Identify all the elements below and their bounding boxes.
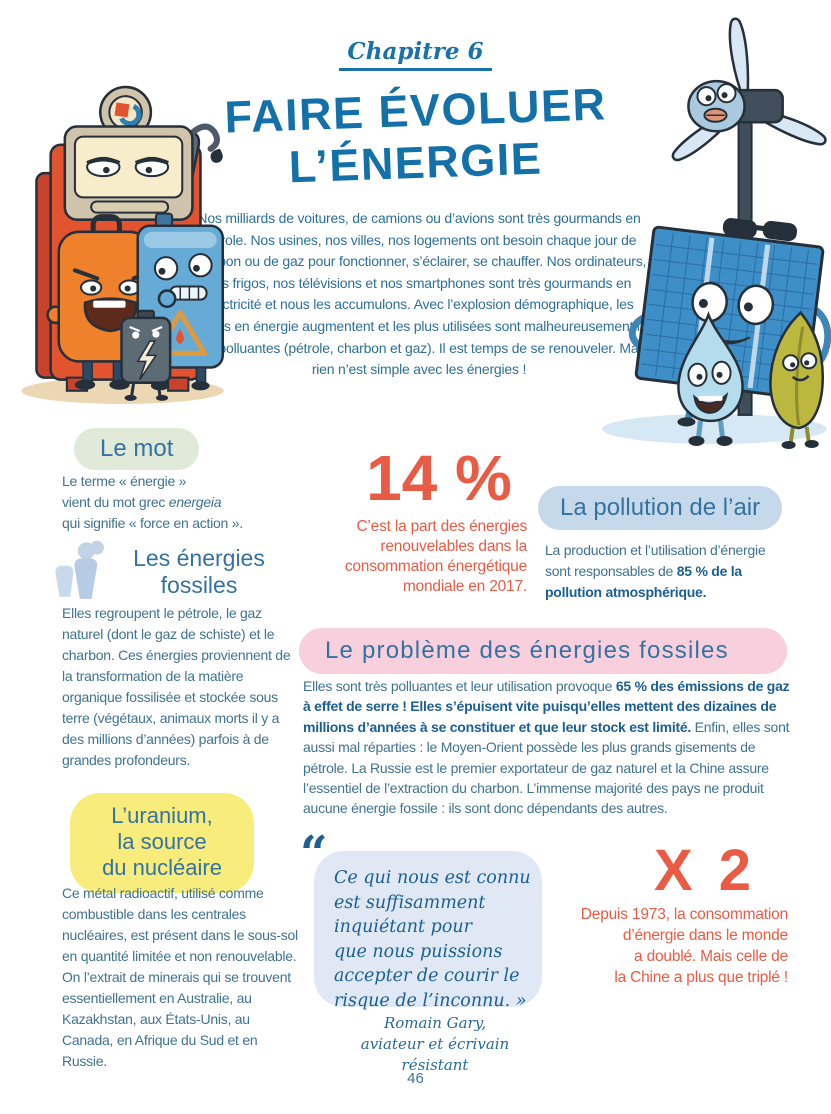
chapter-label-text: Chapitre 6 xyxy=(339,38,492,71)
leaf-character xyxy=(769,310,825,449)
probleme-fossiles-body: Elles sont très polluantes et leur utili… xyxy=(303,678,790,817)
water-drop-character xyxy=(677,311,744,446)
pollution-stat-bold: 85 % de la pollution atmosphérique. xyxy=(545,563,742,600)
energies-fossiles-body: Elles regroupent le pétrole, le gaz natu… xyxy=(62,605,291,768)
quote-attribution: Romain Gary, aviateur et écrivain résist… xyxy=(330,1013,540,1076)
stat-14-percent: 14 % xyxy=(366,442,512,514)
oil-drop-icon xyxy=(210,148,223,163)
sunglasses-icon xyxy=(722,218,758,239)
pollution-air-body: La production et l’utilisation d’énergie… xyxy=(545,542,766,600)
emissions-stat-bold: 65 % des émissions de gaz à effet de ser… xyxy=(303,678,790,735)
energies-fossiles-heading: Les énergies fossiles xyxy=(133,545,265,598)
quote-box: Ce qui nous est connu est suffisamment i… xyxy=(314,851,542,1011)
greek-word: energeia xyxy=(168,494,222,510)
le-mot-line1: Le terme « énergie » xyxy=(62,473,187,489)
probleme-fossiles-heading: Le problème des énergies fossiles xyxy=(299,628,787,674)
quote-author: Romain Gary, xyxy=(383,1014,487,1032)
le-mot-body: Le terme « énergie » vient du mot grec e… xyxy=(62,471,302,534)
lightning-bolt-icon xyxy=(136,340,158,381)
le-mot-heading: Le mot xyxy=(74,428,200,470)
stat-x2-caption: Depuis 1973, la consommation d’énergie d… xyxy=(580,906,788,986)
uranium-body: Ce métal radioactif, utilisé comme combu… xyxy=(62,885,298,1069)
intro-paragraph: Nos milliards de voitures, de camions ou… xyxy=(183,210,655,378)
stat-14-caption: C’est la part des énergies renouvelables… xyxy=(344,518,527,595)
battery-character xyxy=(120,309,172,401)
quote-author-role: aviateur et écrivain résistant xyxy=(360,1035,510,1074)
ground-puddle xyxy=(602,413,827,444)
wind-turbine-character xyxy=(668,16,830,416)
pollution-air-heading: La pollution de l’air xyxy=(538,486,783,530)
chapter-label: Chapitre 6 xyxy=(0,38,831,71)
le-mot-line2: vient du mot grec energeia xyxy=(62,494,222,510)
quote-text: Ce qui nous est connu est suffisamment i… xyxy=(334,868,531,1011)
power-plant-icon xyxy=(55,540,104,599)
page-number: 46 xyxy=(407,1070,424,1087)
le-mot-line3: qui signifie « force en action ». xyxy=(62,515,243,531)
uranium-heading: L’uranium, la source du nucléaire xyxy=(70,793,254,893)
stat-x2: X 2 xyxy=(653,838,756,903)
renewable-energy-characters-illustration xyxy=(602,16,831,449)
fossil-energy-characters-illustration xyxy=(21,85,225,404)
